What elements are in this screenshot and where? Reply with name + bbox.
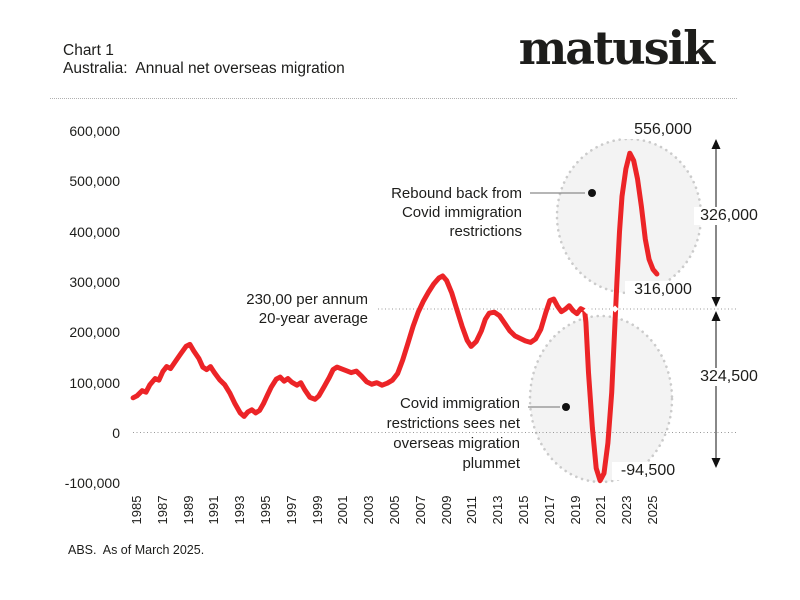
x-tick-label: 1993: [232, 495, 248, 525]
covid-annotation-line1: Covid immigration: [399, 395, 520, 412]
lower-span-arrow: [711, 311, 721, 468]
covid-connector-dot: [562, 403, 570, 411]
line-break-marker: [611, 305, 619, 313]
average-annotation-line2: 20-year average: [258, 310, 368, 327]
x-tick-label: 2017: [541, 495, 557, 525]
rebound-connector-dot: [588, 189, 596, 197]
migration-line: [130, 150, 660, 484]
x-tick-label: 2021: [593, 495, 609, 525]
x-tick-label: 2023: [619, 495, 635, 525]
covid-annotation-line3: overseas migration: [393, 435, 520, 452]
highlight-circle-plummet: [528, 314, 674, 484]
rebound-annotation-line2: Covid immigration: [401, 204, 522, 221]
x-tick-label: 2015: [516, 495, 531, 525]
x-tick-label: 2007: [412, 495, 428, 525]
y-tick-label: 200,000: [69, 324, 120, 341]
chart-number-label: Chart 1: [63, 42, 114, 59]
covid-annotation-line2: restrictions sees net: [386, 415, 520, 432]
lower-span-label: 324,500: [694, 368, 764, 386]
y-tick-label: 500,000: [69, 173, 120, 190]
x-tick-label: 1997: [283, 495, 299, 525]
average-annotation: 230,00 per annum 20-year average: [168, 290, 368, 328]
x-tick-label: 1999: [309, 495, 325, 525]
y-tick-label: 600,000: [69, 123, 120, 140]
source-note: ABS. As of March 2025.: [68, 543, 205, 557]
matusik-logo: matusik: [518, 21, 715, 75]
x-tick-label: 2001: [335, 495, 351, 525]
rebound-annotation: Rebound back from Covid immigration rest…: [322, 184, 522, 241]
x-tick-label: 1987: [154, 495, 170, 525]
x-tick-label: 1989: [180, 495, 196, 525]
end-value-label: 316,000: [625, 281, 701, 299]
covid-annotation-line4: plummet: [462, 455, 520, 472]
x-tick-label: 2011: [464, 496, 480, 524]
y-tick-label: 400,000: [69, 223, 120, 240]
y-tick-label: -100,000: [64, 475, 120, 492]
x-tick-label: 2019: [567, 495, 583, 525]
header-divider: [50, 98, 737, 99]
trough-value-label: -94,500: [612, 462, 684, 480]
x-tick-label: 1991: [206, 495, 222, 525]
x-tick-label: 2025: [645, 495, 660, 525]
rebound-annotation-line3: restrictions: [449, 223, 522, 240]
rebound-annotation-line1: Rebound back from: [391, 185, 522, 202]
peak-value-label: 556,000: [623, 121, 703, 139]
y-tick-label: 300,000: [69, 274, 120, 290]
y-tick-label: 100,000: [69, 374, 120, 391]
x-tick-label: 2003: [361, 495, 377, 525]
x-tick-label: 2013: [490, 495, 506, 525]
x-tick-label: 1995: [258, 495, 273, 525]
x-tick-label: 2009: [438, 495, 454, 525]
x-tick-label: 2005: [387, 495, 402, 525]
page-title: Australia: Annual net overseas migration: [63, 60, 345, 77]
x-tick-label: 1985: [129, 495, 144, 525]
average-annotation-line1: 230,00 per annum: [246, 291, 368, 308]
upper-span-label: 326,000: [694, 207, 764, 225]
y-tick-label: 0: [112, 425, 120, 441]
line-break-marker: [583, 306, 591, 315]
covid-annotation: Covid immigration restrictions sees net …: [320, 394, 520, 474]
